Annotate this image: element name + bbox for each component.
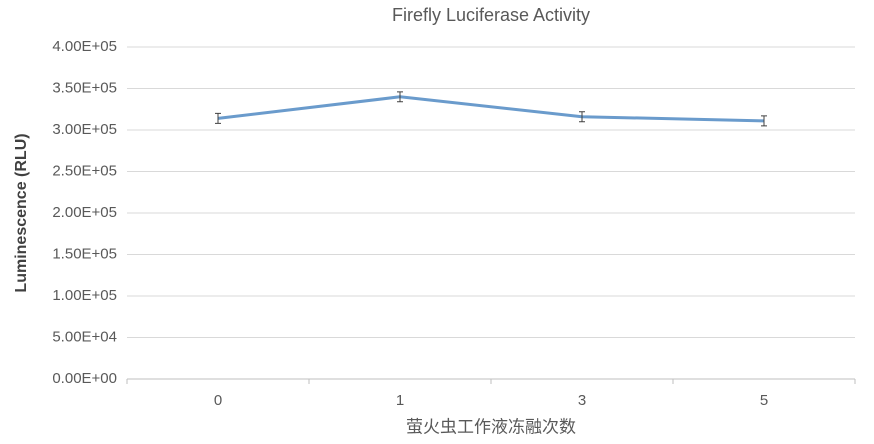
x-axis-label: 萤火虫工作液冻融次数 xyxy=(406,417,576,436)
y-tick-label: 4.00E+05 xyxy=(52,38,117,55)
y-tick-label: 2.00E+05 xyxy=(52,204,117,221)
chart-title: Firefly Luciferase Activity xyxy=(392,5,590,25)
error-bar xyxy=(215,112,221,124)
error-bar xyxy=(579,111,585,123)
y-tick-label: 5.00E+04 xyxy=(52,328,117,345)
y-tick-label: 3.00E+05 xyxy=(52,121,117,138)
y-tick-label: 1.50E+05 xyxy=(52,245,117,262)
y-tick-label: 3.50E+05 xyxy=(52,79,117,96)
x-tick-label: 3 xyxy=(578,392,586,409)
x-tick-label: 0 xyxy=(214,392,222,409)
y-tick-label: 1.00E+05 xyxy=(52,287,117,304)
x-tick-label: 1 xyxy=(396,392,404,409)
error-bar xyxy=(397,91,403,103)
y-axis-label: Luminescence (RLU) xyxy=(13,133,30,292)
x-tick-label: 5 xyxy=(760,392,768,409)
y-tick-label: 2.50E+05 xyxy=(52,162,117,179)
error-bar xyxy=(761,115,767,127)
data-line xyxy=(217,95,765,123)
y-tick-label: 0.00E+00 xyxy=(52,370,117,387)
